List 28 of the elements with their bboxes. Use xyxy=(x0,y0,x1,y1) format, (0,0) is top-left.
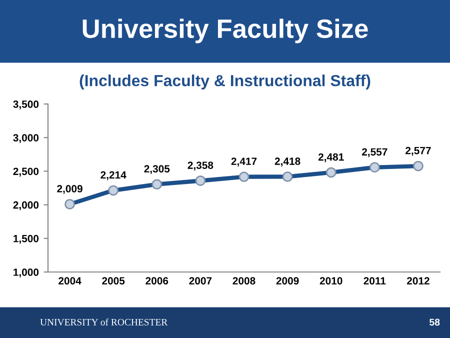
x-tick-label: 2006 xyxy=(146,277,168,285)
x-tick-label: 2011 xyxy=(364,277,386,285)
data-label: 2,417 xyxy=(231,158,257,167)
text: UNIVERSITY of ROCHESTER xyxy=(40,318,168,326)
data-label: 2,418 xyxy=(274,158,300,166)
y-tick-label: 1,000 xyxy=(14,268,39,278)
x-tick-label: 2004 xyxy=(58,277,82,285)
y-tick-label: 2,500 xyxy=(13,168,39,177)
y-tick-label: 2,000 xyxy=(13,201,39,210)
data-label: 2,214 xyxy=(100,171,126,180)
x-tick-label: 2008 xyxy=(232,277,256,285)
x-tick-label: 2010 xyxy=(320,277,342,285)
data-label: 2,557 xyxy=(362,148,388,158)
x-tick-label: 2005 xyxy=(102,277,125,285)
text: 58 xyxy=(429,318,440,326)
y-tick-label: 3,000 xyxy=(13,134,39,143)
x-tick-label: 2012 xyxy=(407,277,430,285)
data-label: 2,009 xyxy=(57,185,82,194)
data-label: 2,358 xyxy=(188,162,214,170)
data-label: 2,577 xyxy=(406,146,431,156)
x-tick-label: 2007 xyxy=(189,277,212,285)
chart-subtitle: (Includes Faculty & Instructional Staff) xyxy=(80,74,370,90)
y-tick-label: 3,500 xyxy=(13,100,39,110)
x-tick-label: 2009 xyxy=(276,277,299,285)
data-label: 2,305 xyxy=(144,165,170,174)
chart-title: University Faculty Size xyxy=(82,18,368,44)
data-label: 2,481 xyxy=(318,153,344,162)
y-tick-label: 1,500 xyxy=(14,234,39,244)
